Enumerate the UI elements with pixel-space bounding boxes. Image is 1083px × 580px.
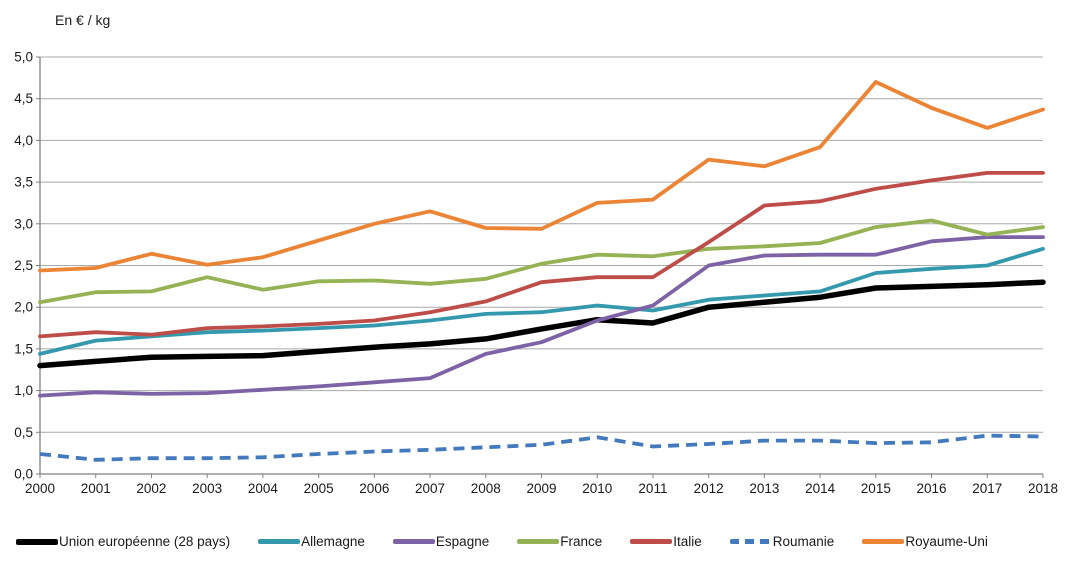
legend-swatch-italie (630, 539, 673, 544)
x-tick-label: 2005 (304, 481, 334, 496)
series-line-france (38, 218, 1045, 305)
legend-swatch-royaume-uni (862, 539, 905, 544)
x-tick-label: 2004 (248, 481, 279, 496)
legend-item-union-europeenne: Union européenne (28 pays) (16, 534, 230, 549)
series-line-union-europeenne (37, 279, 1046, 369)
series-line-allemagne (38, 246, 1045, 356)
x-tick-label: 2001 (81, 481, 111, 496)
x-tick-label: 2000 (25, 481, 55, 496)
legend-swatch-allemagne (258, 539, 301, 544)
legend-label-union-europeenne: Union européenne (28 pays) (59, 534, 231, 549)
x-tick-label: 2010 (582, 481, 612, 496)
y-tick-label: 1,5 (14, 341, 33, 356)
x-tick-label: 2013 (749, 481, 779, 496)
legend-item-italie: Italie (630, 534, 702, 549)
y-tick-label: 2,0 (14, 300, 33, 315)
legend-swatch-union-europeenne (16, 538, 58, 545)
x-tick-label: 2006 (359, 481, 389, 496)
x-tick-label: 2018 (1028, 481, 1058, 496)
legend-item-espagne: Espagne (392, 534, 490, 549)
x-tick-label: 2002 (136, 481, 166, 496)
legend-swatch-france (517, 539, 560, 544)
x-tick-label: 2007 (415, 481, 445, 496)
series-line-espagne (38, 235, 1045, 398)
x-tick-label: 2009 (526, 481, 556, 496)
x-tick-label: 2011 (638, 481, 667, 496)
y-tick-label: 5,0 (14, 50, 33, 65)
legend-item-roumanie: Roumanie (729, 534, 835, 549)
legend-item-allemagne: Allemagne (258, 534, 365, 549)
x-tick-label: 2003 (192, 481, 222, 496)
x-tick-label: 2008 (471, 481, 501, 496)
y-tick-label: 1,0 (14, 383, 33, 398)
x-tick-label: 2014 (805, 481, 836, 496)
y-axis-title: En € / kg (55, 12, 111, 28)
legend-label-allemagne: Allemagne (301, 534, 365, 549)
price-line-chart: 0,0 0,5 1,0 1,5 2,0 2,5 3,0 3,5 4,0 4,5 5,0 2000 200… (14, 50, 1058, 497)
series-line-roumanie (39, 433, 1044, 462)
x-tick-label: 2015 (861, 481, 891, 496)
x-tick-label: 2016 (917, 481, 947, 496)
y-tick-label: 0,0 (14, 467, 33, 482)
legend-swatch-roumanie (729, 539, 772, 544)
y-tick-label: 4,5 (14, 91, 33, 106)
legend-swatch-espagne (392, 539, 435, 544)
legend-label-roumanie: Roumanie (772, 534, 835, 549)
y-tick-label: 3,5 (14, 175, 33, 190)
legend-label-france: France (560, 534, 603, 549)
y-tick-label: 2,5 (14, 258, 33, 273)
series-line-italie (38, 170, 1045, 339)
legend-label-espagne: Espagne (435, 534, 490, 549)
legend-label-italie: Italie (673, 534, 702, 549)
legend: Union européenne (28 pays) Allemagne Espag… (16, 534, 1083, 549)
legend-item-france: France (517, 534, 602, 549)
x-tick-label: 2012 (694, 481, 724, 496)
y-tick-label: 3,0 (14, 216, 33, 231)
y-tick-label: 4,0 (14, 133, 33, 148)
series-line-royaume-uni (38, 80, 1045, 273)
y-tick-label: 0,5 (14, 425, 33, 440)
legend-label-royaume-uni: Royaume-Uni (905, 534, 988, 549)
x-tick-label: 2017 (972, 481, 1002, 496)
legend-item-royaume-uni: Royaume-Uni (862, 534, 988, 549)
